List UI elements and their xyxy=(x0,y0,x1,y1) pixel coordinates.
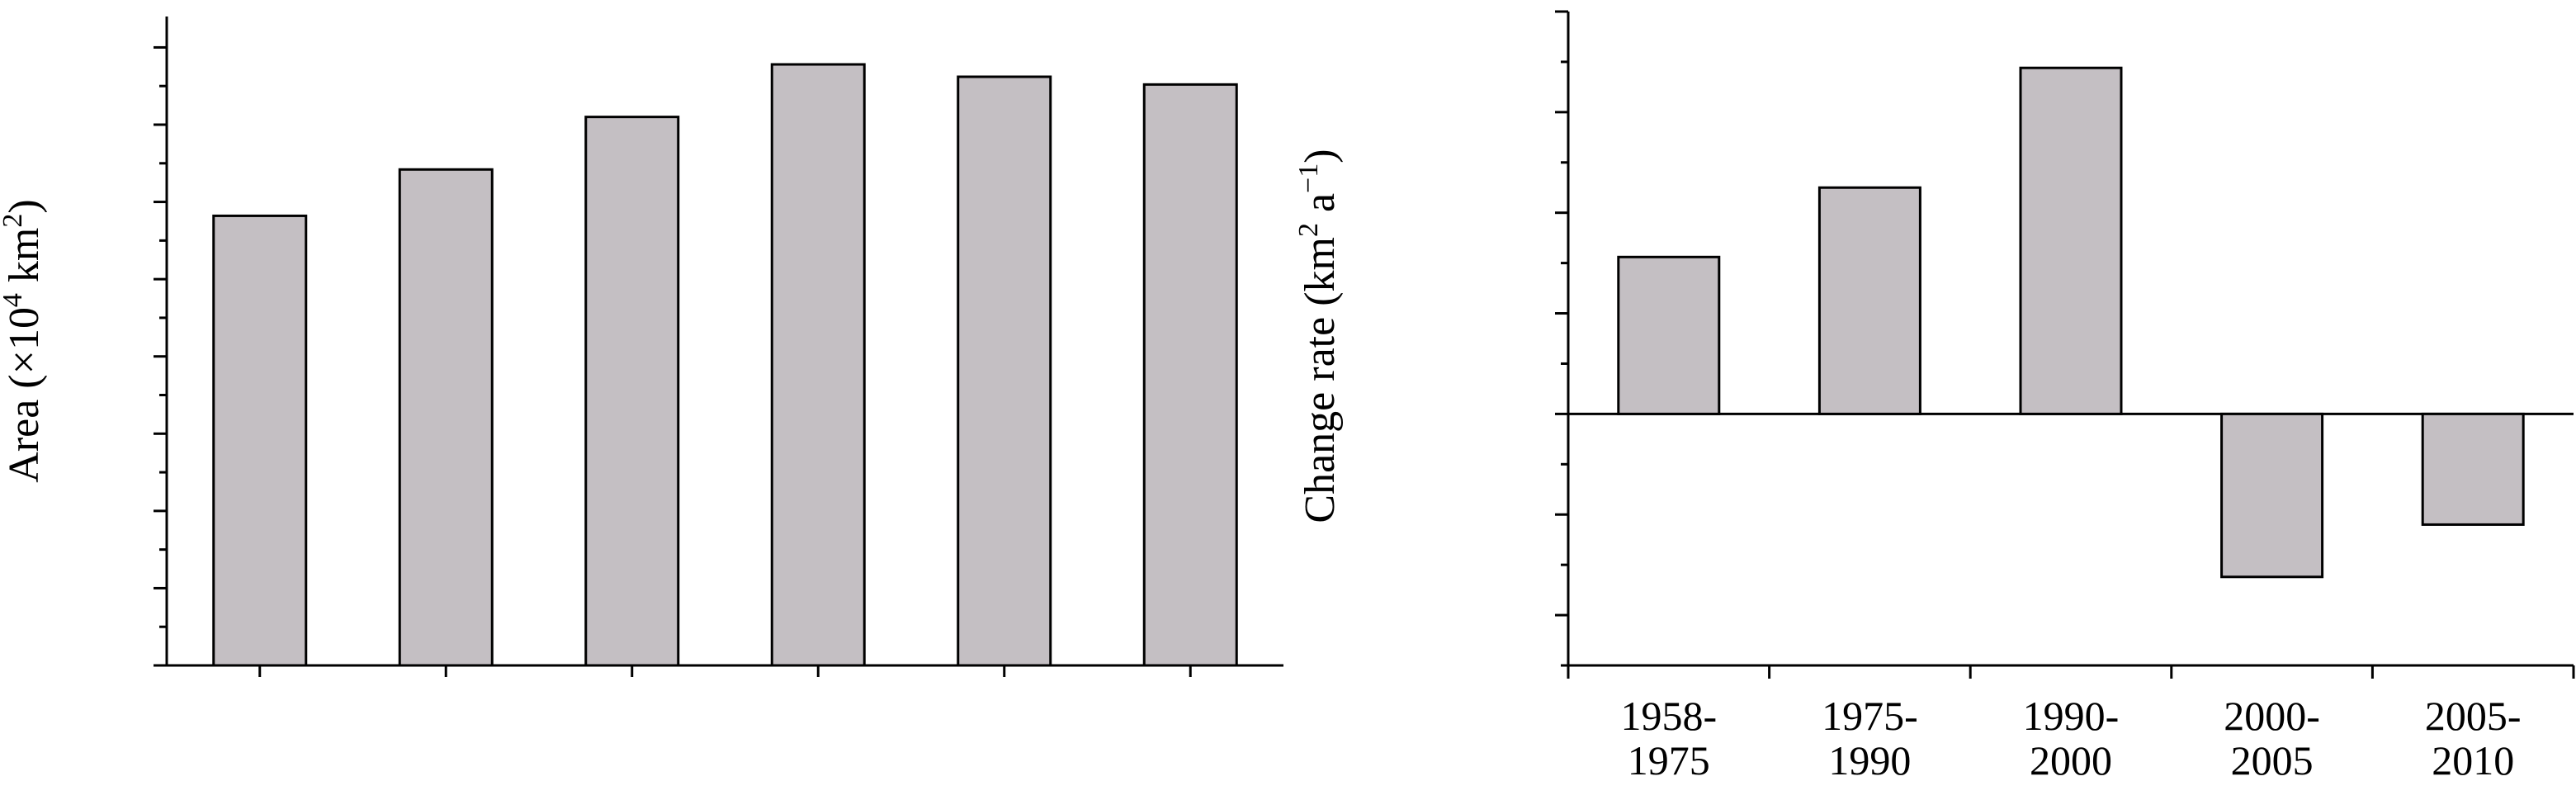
x-tick-label-b: 1975-1990 xyxy=(1822,693,1918,783)
y-axis-title-a: Area (×104 km2) xyxy=(0,199,48,482)
bar-a xyxy=(584,116,680,667)
bar-b xyxy=(2220,412,2324,579)
bar-a xyxy=(770,63,866,667)
panel-b: 1958-1975 1975-1990 1990-2000 2000-2005 2005… xyxy=(1293,10,2575,783)
bar-b xyxy=(1817,186,1921,415)
bar-a xyxy=(1142,83,1238,667)
bar-b xyxy=(2421,412,2525,526)
bar-a xyxy=(957,75,1052,667)
x-tick-label-b: 2000-2005 xyxy=(2224,693,2320,783)
x-tick-label-b: 1958-1975 xyxy=(1620,693,1717,783)
bar-a xyxy=(212,214,308,667)
bar-b xyxy=(1617,255,1721,415)
x-tick-label-b: 1990-2000 xyxy=(2023,693,2120,783)
bar-a xyxy=(398,168,494,667)
bar-b xyxy=(2019,66,2123,415)
panel-a: Area (×104 km2) xyxy=(0,17,1283,677)
y-axis-title-b: Change rate (km2 a−1) xyxy=(1293,149,1344,523)
x-tick-label-b: 2005-2010 xyxy=(2425,693,2522,783)
